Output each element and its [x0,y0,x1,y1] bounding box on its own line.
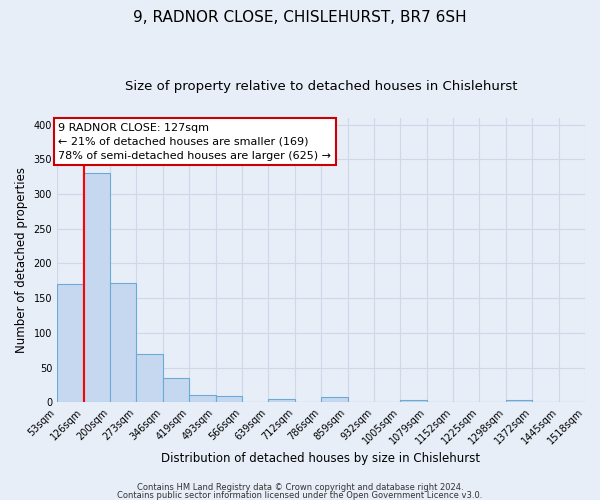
Bar [189,394,215,402]
Bar [136,354,163,403]
Text: Contains HM Land Registry data © Crown copyright and database right 2024.: Contains HM Land Registry data © Crown c… [137,484,463,492]
Text: 9 RADNOR CLOSE: 127sqm
← 21% of detached houses are smaller (169)
78% of semi-de: 9 RADNOR CLOSE: 127sqm ← 21% of detached… [58,122,331,160]
Text: 9, RADNOR CLOSE, CHISLEHURST, BR7 6SH: 9, RADNOR CLOSE, CHISLEHURST, BR7 6SH [133,10,467,25]
Bar [321,396,347,402]
Bar [268,399,295,402]
Bar [506,400,532,402]
Title: Size of property relative to detached houses in Chislehurst: Size of property relative to detached ho… [125,80,517,93]
Bar [215,396,242,402]
Bar [163,378,189,402]
Y-axis label: Number of detached properties: Number of detached properties [15,167,28,353]
Bar [110,283,136,403]
Bar [400,400,427,402]
X-axis label: Distribution of detached houses by size in Chislehurst: Distribution of detached houses by size … [161,452,481,465]
Bar [83,174,110,402]
Text: Contains public sector information licensed under the Open Government Licence v3: Contains public sector information licen… [118,490,482,500]
Bar [57,284,83,403]
